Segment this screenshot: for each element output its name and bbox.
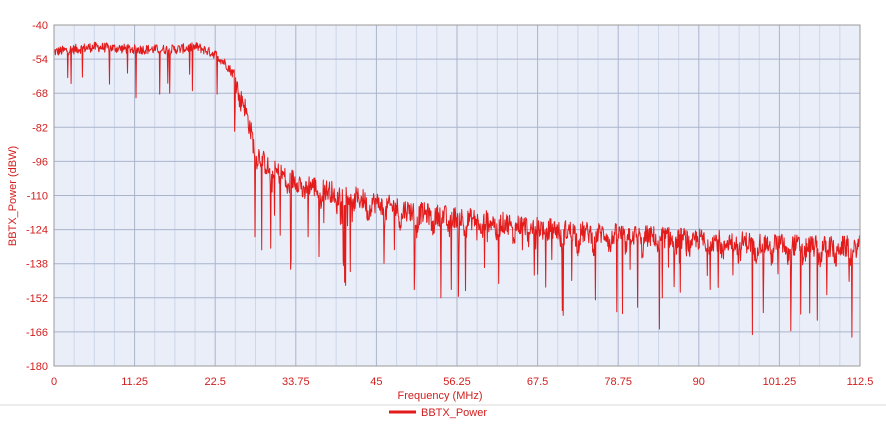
series-line-bbtx-power [53, 41, 861, 338]
x-tick-label: 101.25 [763, 376, 797, 388]
y-tick-label: -40 [32, 20, 48, 32]
x-tick-label: 78.75 [604, 376, 632, 388]
x-tick-label: 56.25 [443, 376, 471, 388]
y-tick-label: -96 [32, 156, 48, 168]
x-tick-label: 33.75 [282, 376, 310, 388]
y-tick-label: -152 [26, 293, 48, 305]
x-tick-label: 11.25 [121, 376, 148, 388]
x-tick-label: 22.5 [204, 376, 225, 388]
y-axis-title: BBTX_Power (dBW) [7, 146, 19, 246]
x-tick-label: 67.5 [527, 376, 548, 388]
y-tick-label: -166 [26, 327, 48, 339]
y-tick-label: -110 [27, 191, 48, 203]
legend-entry: BBTX_Power [421, 407, 487, 419]
x-tick-label: 45 [370, 376, 382, 388]
y-tick-label: -138 [26, 259, 48, 271]
x-axis-title: Frequency (MHz) [398, 390, 483, 402]
x-tick-labels: 0 11.25 22.5 33.75 45 56.25 67.5 78.75 90 101.25 1… [51, 376, 873, 388]
legend: BBTX_Power [389, 407, 487, 419]
x-tick-label: 90 [693, 376, 705, 388]
grid-lines [53, 24, 861, 367]
y-tick-labels: -40 -54 -68 -82 -96 -110 -124 -138 -152 -166 -180 [26, 20, 48, 373]
x-tick-label: 112.5 [847, 376, 874, 388]
x-tick-label: 0 [51, 376, 57, 388]
y-tick-label: -54 [32, 54, 48, 66]
y-tick-label: -82 [32, 122, 48, 134]
y-tick-label: -180 [26, 361, 48, 373]
series-trace-layer [53, 41, 861, 338]
y-tick-label: -68 [32, 88, 48, 100]
plot-border [53, 24, 861, 367]
y-tick-label: -124 [26, 225, 48, 237]
